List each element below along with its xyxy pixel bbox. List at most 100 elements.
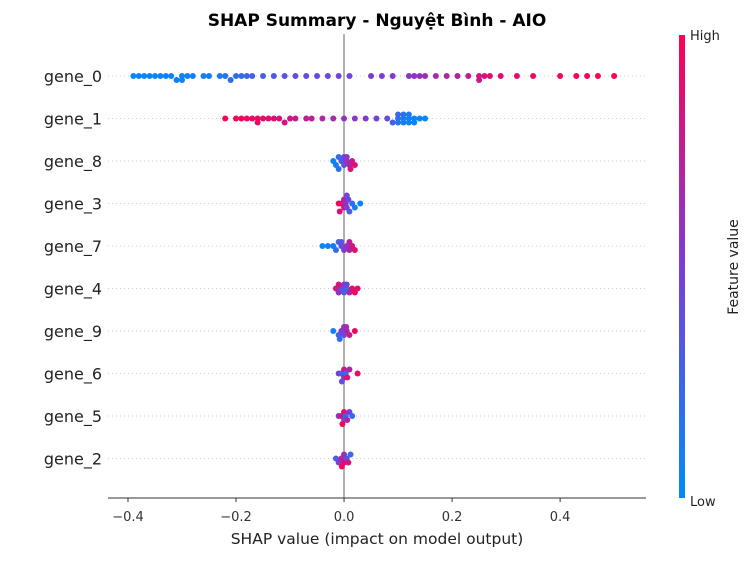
shap-point (351, 204, 358, 211)
shap-point (347, 451, 354, 458)
colorbar-low-label: Low (690, 495, 716, 510)
shap-point (336, 208, 343, 215)
shap-point (332, 247, 339, 253)
shap-point (141, 73, 148, 79)
shap-point (184, 73, 191, 79)
shap-point (260, 73, 267, 79)
shap-point (303, 115, 310, 122)
shap-point (335, 281, 342, 288)
shap-point (343, 324, 350, 330)
feature-label: gene_3 (44, 195, 102, 215)
shap-point (206, 73, 213, 79)
shap-point (432, 73, 439, 79)
shap-point (200, 73, 207, 79)
shap-point (330, 115, 337, 122)
shap-point (349, 413, 356, 419)
shap-point (405, 73, 412, 79)
shap-point (270, 115, 277, 122)
feature-label: gene_1 (44, 110, 102, 130)
shap-point (233, 115, 240, 122)
shap-point (346, 73, 353, 79)
shap-point (260, 115, 267, 122)
shap-point (594, 73, 601, 79)
x-tick-label: 0.4 (550, 510, 571, 525)
shap-point (405, 119, 412, 126)
shap-point (324, 243, 331, 249)
shap-point (368, 73, 375, 79)
shap-point (343, 281, 350, 288)
shap-point (314, 73, 321, 79)
shap-point (249, 115, 256, 122)
shap-point (270, 73, 277, 79)
shap-point (265, 115, 272, 122)
shap-point (281, 73, 288, 79)
shap-point (411, 119, 418, 126)
shap-point (243, 115, 250, 122)
colorbar-high-label: High (690, 29, 720, 44)
shap-point (222, 115, 229, 122)
shap-point (189, 73, 196, 79)
shap-point (416, 73, 423, 79)
shap-point (168, 73, 175, 79)
shap-point (481, 73, 488, 79)
shap-point (389, 73, 396, 79)
shap-point (243, 73, 250, 79)
shap-point (573, 73, 580, 79)
shap-point (351, 247, 358, 253)
shap-point (343, 192, 350, 199)
shap-point (497, 73, 504, 79)
shap-point (249, 73, 256, 79)
x-axis-label: SHAP value (impact on model output) (231, 530, 524, 548)
shap-point (173, 77, 180, 83)
shap-point (135, 73, 142, 79)
shap-point (373, 115, 380, 122)
shap-point (179, 77, 186, 83)
shap-point (336, 336, 343, 342)
shap-point (222, 73, 229, 79)
shap-point (476, 77, 483, 83)
shap-point (344, 374, 351, 381)
shap-point (530, 73, 537, 79)
shap-point (324, 73, 331, 79)
shap-point (227, 77, 234, 83)
shap-point (378, 73, 385, 79)
shap-point (292, 73, 299, 79)
shap-point (151, 73, 158, 79)
shap-point (584, 73, 591, 79)
shap-point (338, 378, 345, 385)
feature-label: gene_9 (44, 322, 102, 342)
shap-point (389, 119, 396, 126)
shap-point (357, 200, 364, 207)
shap-point (345, 459, 352, 466)
shap-point (384, 115, 391, 122)
feature-label: gene_5 (44, 407, 102, 427)
shap-point (354, 370, 361, 377)
colorbar (679, 35, 685, 498)
feature-label: gene_4 (44, 280, 102, 300)
shap-point (341, 115, 348, 122)
shap-point (254, 119, 261, 126)
feature-label: gene_6 (44, 365, 102, 385)
shap-point (416, 115, 423, 122)
shap-point (611, 73, 618, 79)
colorbar-title: Feature value (726, 219, 742, 315)
shap-point (319, 115, 326, 122)
shap-point (238, 73, 245, 79)
shap-point (354, 285, 361, 292)
shap-point (422, 115, 429, 122)
shap-point (338, 463, 345, 470)
shap-point (338, 239, 345, 245)
shap-point (400, 119, 407, 126)
shap-point (346, 208, 353, 215)
shap-point (362, 115, 369, 122)
shap-point (146, 73, 153, 79)
x-tick-label: 0.2 (442, 510, 463, 525)
shap-point (130, 73, 137, 79)
shap-point (411, 73, 418, 79)
feature-label: gene_7 (44, 237, 102, 257)
shap-point (287, 115, 294, 122)
shap-point (346, 366, 353, 373)
shap-point (330, 328, 337, 334)
shap-point (400, 111, 407, 118)
